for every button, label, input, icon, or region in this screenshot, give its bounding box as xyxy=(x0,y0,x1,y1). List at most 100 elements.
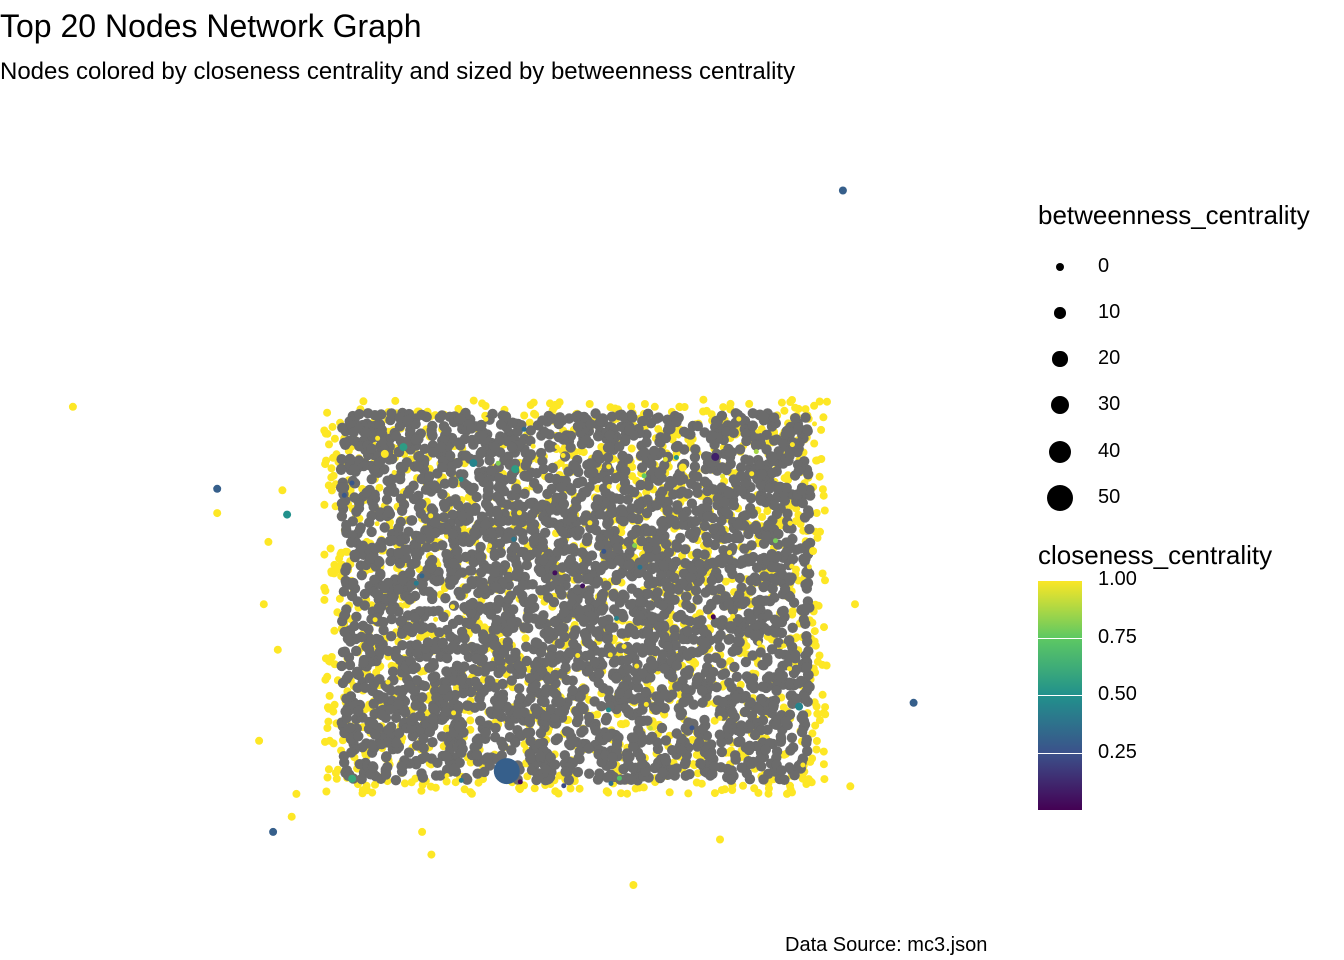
cluster-node xyxy=(820,623,828,632)
cluster-node xyxy=(703,750,714,761)
cluster-node xyxy=(346,537,357,548)
cluster-node xyxy=(767,452,779,463)
cluster-node xyxy=(410,548,421,559)
cluster-node xyxy=(783,572,795,583)
cluster-node xyxy=(473,587,484,599)
cluster-node xyxy=(391,396,400,405)
cluster-node xyxy=(699,395,708,404)
cluster-node xyxy=(458,476,464,482)
cluster-node xyxy=(447,509,458,520)
cluster-node xyxy=(777,398,786,407)
cluster-node xyxy=(582,532,593,543)
cluster-node xyxy=(699,520,711,532)
cluster-node xyxy=(708,558,720,569)
cluster-node xyxy=(552,570,558,576)
cluster-node xyxy=(324,765,333,774)
cluster-node xyxy=(591,525,602,536)
cluster-node xyxy=(812,737,821,745)
cluster-node xyxy=(667,745,678,756)
cluster-node xyxy=(399,544,411,556)
cluster-node xyxy=(487,543,493,549)
cluster-node xyxy=(578,725,589,736)
cluster-node xyxy=(554,638,565,649)
cluster-node xyxy=(670,640,681,651)
cluster-node xyxy=(735,470,747,482)
cluster-node xyxy=(452,457,463,469)
cluster-node xyxy=(784,448,795,460)
cluster-node xyxy=(691,481,702,493)
cluster-node xyxy=(821,576,829,585)
cluster-node xyxy=(320,550,329,559)
cluster-node xyxy=(477,430,488,441)
cluster-node xyxy=(642,542,654,553)
node xyxy=(650,402,659,411)
cluster-node xyxy=(527,593,538,604)
cluster-node xyxy=(429,541,441,553)
cluster-node xyxy=(408,663,419,675)
cluster-node xyxy=(424,471,435,482)
cluster-node xyxy=(690,515,702,527)
cluster-node xyxy=(779,583,791,595)
cluster-node xyxy=(728,427,739,438)
cluster-node xyxy=(416,633,425,642)
cluster-node xyxy=(632,682,644,693)
cluster-node xyxy=(815,651,824,660)
cluster-node xyxy=(454,404,463,413)
cluster-node xyxy=(817,455,826,463)
cluster-node xyxy=(624,484,635,495)
cluster-node xyxy=(559,750,570,761)
cluster-node xyxy=(665,513,676,525)
cluster-node xyxy=(476,567,487,578)
cluster-node xyxy=(450,604,455,610)
cluster-node xyxy=(489,441,500,453)
cluster-node xyxy=(675,532,686,544)
node xyxy=(818,660,827,669)
cluster-node xyxy=(634,716,646,727)
cluster-node xyxy=(361,487,372,498)
cluster-node xyxy=(633,498,644,509)
cluster-node xyxy=(734,589,745,600)
cluster-node xyxy=(340,706,351,717)
cluster-node xyxy=(421,651,432,662)
chart-title: Top 20 Nodes Network Graph xyxy=(0,8,422,44)
cluster-node xyxy=(409,612,420,623)
cluster-node xyxy=(737,598,748,610)
cluster-node xyxy=(746,758,757,769)
cluster-node xyxy=(758,411,769,423)
cluster-node xyxy=(489,550,500,562)
cluster-node xyxy=(643,701,649,707)
cluster-node xyxy=(716,410,728,421)
cluster-node xyxy=(611,569,622,581)
cluster-node xyxy=(678,633,689,645)
cluster-node xyxy=(800,553,811,564)
cluster-node xyxy=(779,774,790,785)
cluster-node xyxy=(514,683,525,694)
cluster-node xyxy=(378,692,389,703)
cluster-node xyxy=(592,449,603,461)
cluster-node xyxy=(560,766,571,777)
cluster-node xyxy=(419,680,431,692)
cluster-node xyxy=(642,408,654,419)
cluster-node xyxy=(329,453,338,462)
cluster-node xyxy=(768,499,780,511)
cluster-node xyxy=(716,557,728,569)
cluster-node xyxy=(746,680,757,691)
cluster-node xyxy=(356,570,367,581)
cluster-node xyxy=(524,498,535,509)
cluster-node xyxy=(554,444,560,450)
cluster-node xyxy=(684,616,696,627)
cluster-node xyxy=(810,401,819,410)
cluster-node xyxy=(636,535,647,547)
cluster-node xyxy=(521,634,530,643)
cluster-node xyxy=(570,461,582,473)
cluster-node xyxy=(679,544,691,555)
cluster-node xyxy=(402,488,414,499)
cluster-node xyxy=(521,559,533,571)
cluster-node xyxy=(324,481,333,490)
cluster-node xyxy=(546,399,554,408)
cluster-node xyxy=(336,511,348,522)
cluster-node xyxy=(386,408,397,419)
cluster-node xyxy=(692,750,701,759)
cluster-node xyxy=(377,709,388,721)
cluster-node xyxy=(643,480,654,491)
